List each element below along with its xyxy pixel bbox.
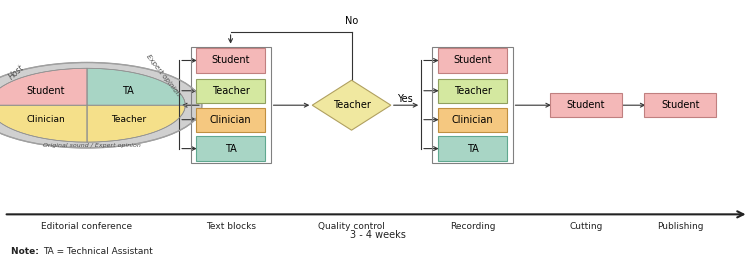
Text: Text blocks: Text blocks (206, 222, 256, 231)
Wedge shape (0, 105, 87, 139)
Wedge shape (87, 105, 185, 139)
Bar (432, 47, 513, 163)
Text: Clinician: Clinician (451, 115, 494, 125)
Text: Note:: Note: (11, 247, 42, 256)
Text: TA: TA (122, 86, 134, 96)
Text: Clinician: Clinician (209, 115, 252, 125)
Text: 3 - 4 weeks: 3 - 4 weeks (350, 230, 406, 240)
Polygon shape (87, 105, 185, 142)
Wedge shape (87, 71, 185, 105)
Bar (191, 47, 271, 163)
Text: No: No (345, 16, 358, 26)
Text: Student: Student (212, 55, 249, 65)
Text: Student: Student (567, 100, 605, 110)
Text: Clinician: Clinician (26, 115, 65, 124)
Text: Teacher: Teacher (212, 86, 249, 96)
FancyBboxPatch shape (438, 79, 507, 103)
FancyBboxPatch shape (196, 48, 265, 73)
FancyBboxPatch shape (196, 136, 265, 161)
Text: TA = Technical Assistant: TA = Technical Assistant (43, 247, 153, 256)
Text: Student: Student (26, 86, 65, 96)
Polygon shape (0, 105, 87, 142)
Polygon shape (0, 68, 87, 105)
FancyBboxPatch shape (196, 79, 265, 103)
Ellipse shape (0, 68, 185, 142)
Text: Cutting: Cutting (569, 222, 603, 231)
Text: Quality control: Quality control (318, 222, 385, 231)
Polygon shape (312, 80, 391, 130)
Polygon shape (87, 68, 185, 105)
Text: Student: Student (454, 55, 491, 65)
Text: Teacher: Teacher (110, 115, 146, 124)
Text: Host: Host (7, 64, 26, 82)
Text: Publishing: Publishing (657, 222, 704, 231)
Text: Editorial conference: Editorial conference (42, 222, 132, 231)
Text: Yes: Yes (397, 94, 413, 104)
Text: TA: TA (225, 144, 237, 154)
FancyBboxPatch shape (438, 48, 507, 73)
FancyBboxPatch shape (438, 108, 507, 132)
Text: Original sound / Expert opinion: Original sound / Expert opinion (43, 143, 141, 148)
Wedge shape (0, 71, 87, 105)
Text: TA: TA (466, 144, 479, 154)
Text: Expert opinion: Expert opinion (145, 53, 181, 97)
Text: Teacher: Teacher (333, 100, 370, 110)
Ellipse shape (0, 63, 202, 148)
FancyBboxPatch shape (550, 93, 621, 117)
Text: Recording: Recording (450, 222, 495, 231)
FancyBboxPatch shape (644, 93, 717, 117)
Text: Student: Student (662, 100, 699, 110)
FancyBboxPatch shape (438, 136, 507, 161)
Text: Teacher: Teacher (454, 86, 491, 96)
FancyBboxPatch shape (196, 108, 265, 132)
